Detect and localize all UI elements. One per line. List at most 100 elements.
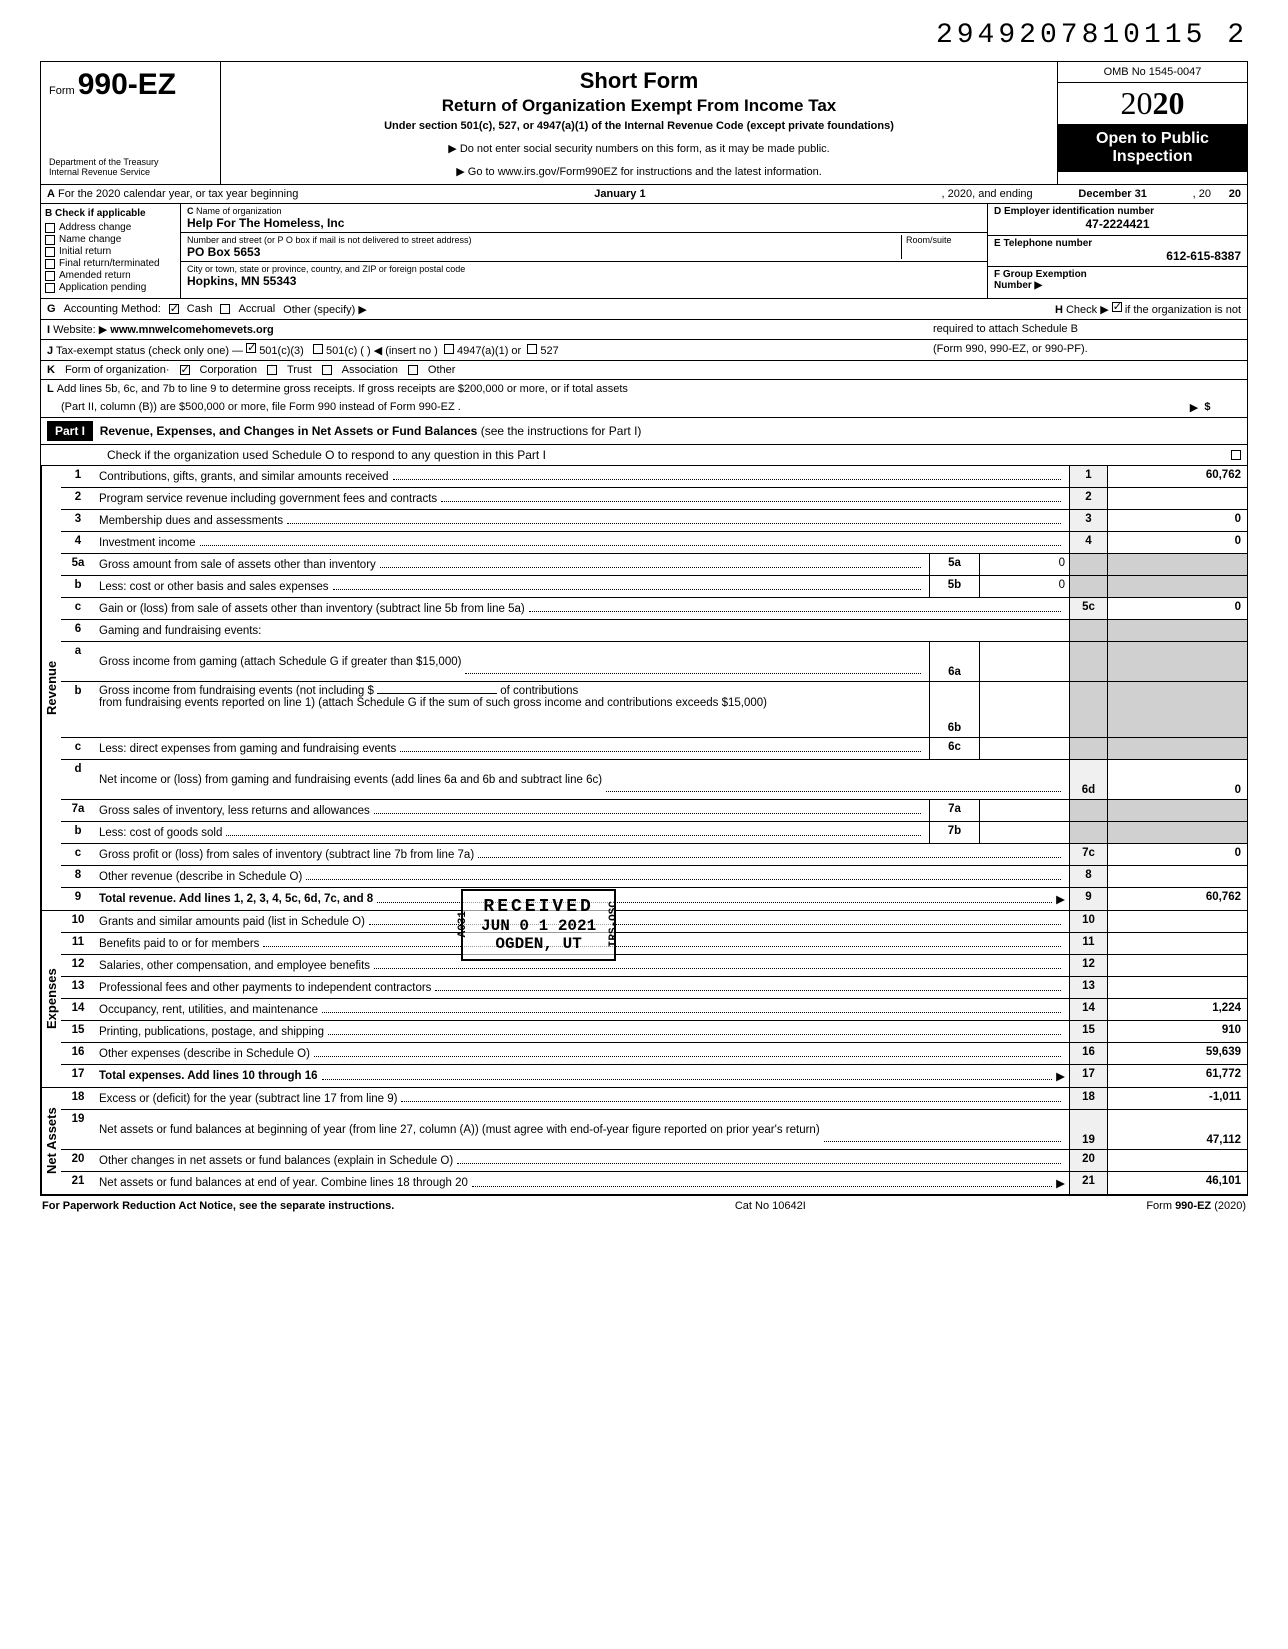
j-right: (Form 990, 990-EZ, or 990-PF). <box>927 340 1247 360</box>
revenue-section: Revenue 1 Contributions, gifts, grants, … <box>41 466 1247 911</box>
dept: Department of the Treasury Internal Reve… <box>49 158 212 178</box>
line-box: 13 <box>1069 977 1107 998</box>
label-f: F <box>994 269 1000 280</box>
checkbox-icon[interactable] <box>45 259 55 269</box>
line-box: 2 <box>1069 488 1107 509</box>
shaded <box>1069 682 1107 737</box>
e-lbl: Telephone number <box>1003 238 1092 249</box>
line-text: Less: cost or other basis and sales expe… <box>99 581 329 593</box>
expenses-section: Expenses 10 Grants and similar amounts p… <box>41 911 1247 1088</box>
mini-val <box>979 822 1069 843</box>
shaded <box>1107 822 1247 843</box>
row-h: H Check ▶ if the organization is not <box>1055 302 1241 316</box>
label-i: I <box>47 324 50 336</box>
line-val <box>1107 977 1247 998</box>
line-text: Net income or (loss) from gaming and fun… <box>99 774 602 786</box>
line-val: 59,639 <box>1107 1043 1247 1064</box>
line-text: of contributions <box>500 685 578 697</box>
chk-527[interactable] <box>527 344 537 354</box>
label-h: H <box>1055 304 1063 316</box>
block-bcdef: B Check if applicable Address change Nam… <box>41 204 1247 299</box>
form-990ez: Form 990-EZ Department of the Treasury I… <box>40 61 1248 1196</box>
f-lbl: Group Exemption <box>1003 269 1087 280</box>
line-box: 21 <box>1069 1172 1107 1194</box>
chk-name[interactable]: Name change <box>45 234 176 245</box>
chk-final[interactable]: Final return/terminated <box>45 258 176 269</box>
line-num: 4 <box>61 532 95 553</box>
footer-mid: Cat No 10642I <box>735 1200 806 1212</box>
row-a: A For the 2020 calendar year, or tax yea… <box>41 185 1247 204</box>
a-text2: , 2020, and ending <box>942 188 1033 200</box>
i-text: Website: ▶ <box>53 324 107 336</box>
k-opt4: Other <box>428 364 456 376</box>
line-text: Other revenue (describe in Schedule O) <box>99 871 302 883</box>
j-opt1: 501(c)(3) <box>259 345 304 357</box>
chk-assoc[interactable] <box>322 365 332 375</box>
line-16: 16 Other expenses (describe in Schedule … <box>61 1043 1247 1065</box>
chk-4947[interactable] <box>444 344 454 354</box>
side-revenue: Revenue <box>41 466 61 910</box>
chk-h[interactable] <box>1112 302 1122 312</box>
line-text: Program service revenue including govern… <box>99 493 437 505</box>
line-text: Gross income from fundraising events (no… <box>99 685 374 697</box>
j-text: Tax-exempt status (check only one) — <box>56 345 243 357</box>
chk-amended[interactable]: Amended return <box>45 270 176 281</box>
shaded <box>1107 576 1247 597</box>
header-mid: Short Form Return of Organization Exempt… <box>221 62 1057 184</box>
chk-trust[interactable] <box>267 365 277 375</box>
chk-pending[interactable]: Application pending <box>45 282 176 293</box>
line-2: 2 Program service revenue including gove… <box>61 488 1247 510</box>
i-val: www.mnwelcomehomevets.org <box>110 324 273 336</box>
part1-label: Part I <box>47 421 93 441</box>
line-num: 20 <box>61 1150 95 1171</box>
row-e: E Telephone number 612-615-8387 <box>988 236 1247 268</box>
checkbox-icon[interactable] <box>45 283 55 293</box>
chk-lbl: Address change <box>59 222 131 233</box>
chk-lbl: Amended return <box>59 270 131 281</box>
l-text2: (Part II, column (B)) are $500,000 or mo… <box>47 401 461 414</box>
shaded <box>1069 642 1107 681</box>
stamp-date: JUN 0 1 2021 <box>481 917 596 935</box>
line-desc: Gaming and fundraising events: <box>95 620 1069 641</box>
h-text: Check ▶ <box>1066 304 1109 316</box>
form-number-text: 990-EZ <box>78 68 176 101</box>
c-city-lbl: City or town, state or province, country… <box>187 264 981 274</box>
shaded <box>1107 682 1247 737</box>
shaded <box>1107 554 1247 575</box>
part1-check-text: Check if the organization used Schedule … <box>47 448 546 462</box>
chk-initial[interactable]: Initial return <box>45 246 176 257</box>
under: Under section 501(c), 527, or 4947(a)(1)… <box>231 120 1047 132</box>
line-6b: b Gross income from fundraising events (… <box>61 682 1247 738</box>
chk-address[interactable]: Address change <box>45 222 176 233</box>
k-opt2: Trust <box>287 364 312 376</box>
line-num: 8 <box>61 866 95 887</box>
k-text: Form of organization· <box>65 364 170 376</box>
checkbox-icon[interactable] <box>45 247 55 257</box>
chk-other[interactable] <box>408 365 418 375</box>
checkbox-icon[interactable] <box>45 235 55 245</box>
k-opt1: Corporation <box>200 364 257 376</box>
k-opt3: Association <box>342 364 398 376</box>
checkbox-icon[interactable] <box>45 223 55 233</box>
line-4: 4 Investment income 4 0 <box>61 532 1247 554</box>
year-prefix: 20 <box>1121 85 1153 121</box>
shaded <box>1069 620 1107 641</box>
chk-501c[interactable] <box>313 344 323 354</box>
chk-accrual[interactable] <box>220 304 230 314</box>
label-a: A <box>47 188 55 200</box>
line-desc: Contributions, gifts, grants, and simila… <box>95 466 1069 487</box>
checkbox-icon[interactable] <box>45 271 55 281</box>
part1-header: Part I Revenue, Expenses, and Changes in… <box>41 418 1247 445</box>
chk-corp[interactable] <box>180 365 190 375</box>
chk-part1[interactable] <box>1231 450 1241 460</box>
line-val <box>1107 866 1247 887</box>
line-num: 5a <box>61 554 95 575</box>
netassets-body: 18 Excess or (deficit) for the year (sub… <box>61 1088 1247 1194</box>
chk-cash[interactable] <box>169 304 179 314</box>
c-addr: Number and street (or P O box if mail is… <box>181 233 987 262</box>
line-val: 0 <box>1107 844 1247 865</box>
mini-box: 7b <box>929 822 979 843</box>
shaded <box>1069 822 1107 843</box>
chk-501c3[interactable] <box>246 343 256 353</box>
a-text3: , 20 <box>1193 188 1211 200</box>
